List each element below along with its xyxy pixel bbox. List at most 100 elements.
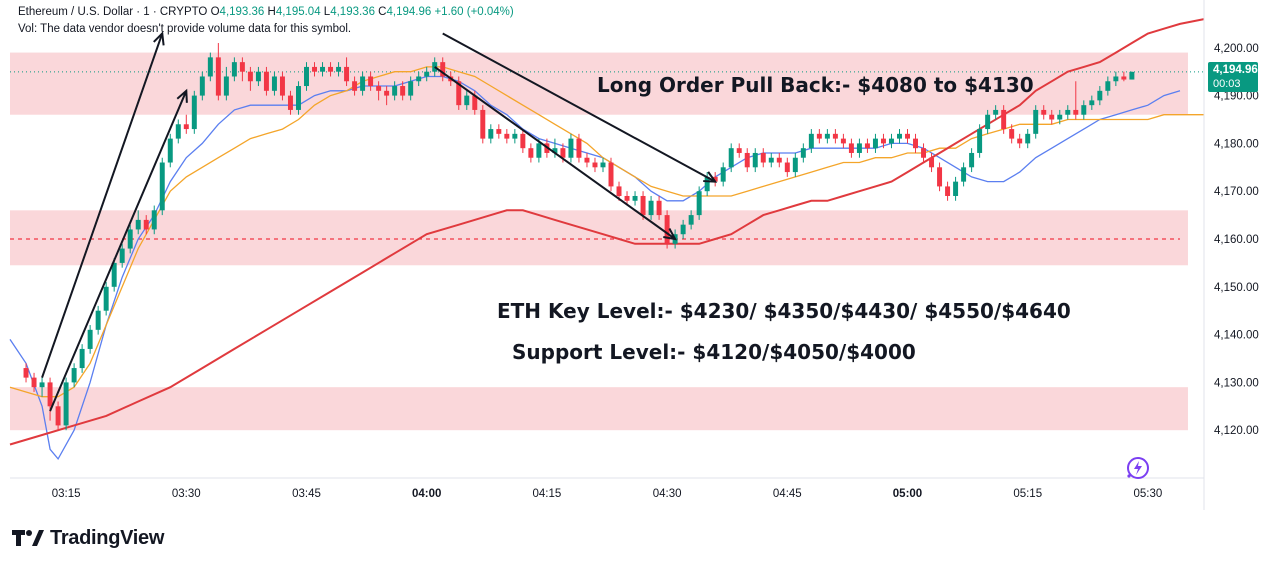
- candle-body: [1097, 90, 1103, 101]
- candle: [135, 210, 141, 235]
- candle-body: [135, 219, 141, 230]
- y-tick-label: 4,180.00: [1214, 138, 1259, 150]
- candle-body: [1073, 109, 1079, 115]
- candle-body: [616, 186, 622, 196]
- candle-body: [808, 133, 814, 149]
- candle: [680, 219, 686, 239]
- candle-body: [937, 167, 943, 187]
- candle-body: [576, 138, 582, 158]
- axes-layer: 4,120.00 4,130.00 4,140.00 4,150.00 4,160.00…: [10, 0, 1259, 510]
- tradingview-logo[interactable]: TradingView: [12, 527, 164, 549]
- candle-body: [680, 224, 686, 235]
- candle: [760, 148, 766, 168]
- candle: [929, 152, 935, 173]
- candle: [1057, 109, 1063, 125]
- candle-body: [328, 66, 334, 72]
- candle: [704, 172, 710, 196]
- symbol-name: Ethereum / U.S. Dollar · 1 · CRYPTO: [18, 6, 208, 18]
- bar-countdown: 00:03: [1213, 78, 1241, 90]
- candle: [592, 157, 598, 173]
- candle-body: [63, 382, 69, 426]
- candle-body: [111, 262, 117, 287]
- candle-body: [103, 286, 109, 311]
- candle: [31, 372, 37, 392]
- candle-body: [336, 66, 342, 72]
- candle: [392, 81, 398, 101]
- candle-body: [472, 95, 478, 110]
- support-level-annotation: Support Level:- $4120/$4050/$4000: [512, 340, 916, 364]
- candle: [728, 143, 734, 173]
- candle-body: [728, 148, 734, 168]
- candle: [840, 133, 846, 149]
- candle: [568, 133, 574, 163]
- candle: [464, 90, 470, 110]
- candle: [255, 66, 261, 87]
- candle-body: [352, 81, 358, 91]
- candle-body: [1065, 109, 1071, 115]
- candle: [183, 114, 189, 134]
- candle: [664, 210, 670, 249]
- x-tick-label: 03:30: [172, 488, 201, 500]
- candle-body: [424, 71, 430, 77]
- candle: [656, 195, 662, 220]
- candle: [816, 129, 822, 144]
- candles-layer: [23, 43, 1135, 431]
- candle: [720, 162, 726, 187]
- candle: [744, 148, 750, 173]
- y-tick-label: 4,170.00: [1214, 186, 1259, 198]
- candle: [304, 62, 309, 91]
- candle: [424, 66, 430, 82]
- candle-body: [897, 133, 902, 139]
- candle-body: [31, 377, 37, 388]
- candle-body: [760, 152, 766, 163]
- candle: [127, 224, 133, 254]
- candle: [279, 71, 285, 101]
- candle: [71, 363, 77, 388]
- candle: [953, 176, 959, 201]
- candle-body: [664, 215, 670, 244]
- candle-body: [392, 86, 398, 96]
- candle: [143, 215, 149, 235]
- candle-body: [183, 124, 189, 130]
- candle-body: [969, 152, 975, 168]
- candle-body: [360, 76, 366, 91]
- candle-body: [632, 195, 638, 201]
- trend-arrow-shaft: [442, 32, 716, 183]
- candle-body: [1017, 138, 1023, 144]
- candle-body: [1009, 129, 1015, 139]
- symbol-header: Ethereum / U.S. Dollar · 1 · CRYPTO O4,1…: [18, 6, 514, 18]
- candle-body: [1129, 71, 1135, 80]
- candle-body: [552, 148, 558, 153]
- candle: [111, 258, 117, 292]
- candle: [384, 86, 390, 106]
- candle: [1097, 86, 1103, 106]
- candle-body: [1049, 114, 1055, 120]
- candle-body: [768, 157, 774, 163]
- candle: [167, 133, 173, 168]
- trend-arrow-0: [41, 31, 165, 378]
- last-price-tag: 4,194.96 00:03: [1208, 62, 1258, 92]
- x-tick-label: 04:00: [412, 488, 441, 500]
- candle-body: [929, 157, 935, 168]
- candle: [87, 325, 93, 354]
- candle-body: [47, 382, 53, 407]
- candle-body: [736, 148, 742, 153]
- y-tick-label: 4,200.00: [1214, 43, 1259, 55]
- candle: [1001, 105, 1007, 134]
- candle-body: [880, 138, 886, 144]
- arrows-layer: [41, 31, 718, 412]
- candle: [784, 157, 790, 177]
- candle-body: [384, 90, 390, 96]
- lightning-bolt-icon[interactable]: [1125, 455, 1151, 486]
- candle-body: [921, 148, 927, 158]
- candle-body: [624, 195, 630, 201]
- candle-body: [913, 138, 919, 149]
- candle: [488, 124, 494, 144]
- candle-body: [985, 114, 991, 130]
- candle: [584, 152, 590, 168]
- candle-body: [1113, 76, 1119, 82]
- candle-body: [127, 229, 133, 249]
- candle-body: [560, 148, 566, 158]
